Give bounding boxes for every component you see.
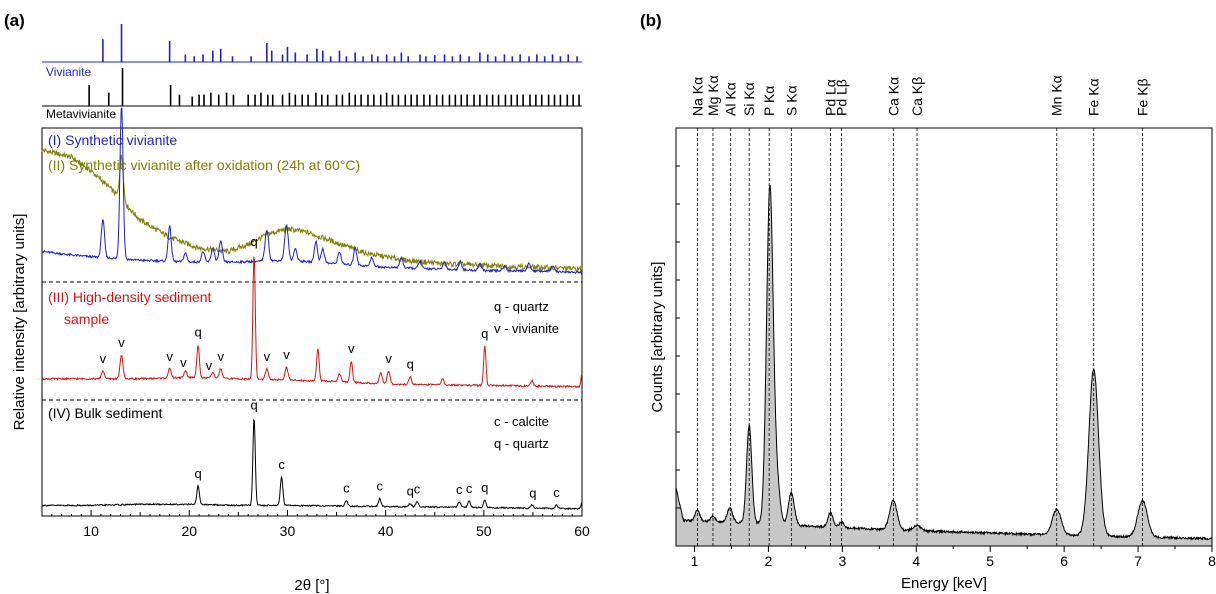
- element-label: P Kα: [761, 86, 777, 116]
- element-label: Mn Kα: [1049, 75, 1065, 116]
- peak-label: c: [278, 457, 285, 472]
- plot-frame: [675, 127, 1213, 547]
- reference-label: Metavivianite: [46, 107, 116, 121]
- xrd-panel: Vivianite Metavivianite (I) Synthetic vivi…: [11, 24, 590, 594]
- phase-legend-entry: c - calcite: [494, 414, 549, 429]
- section-annotation: (III) High-density sediment: [48, 289, 212, 305]
- x-tick-label: 40: [378, 523, 394, 539]
- section-annotation: (II) Synthetic vivianite after oxidation…: [48, 157, 360, 173]
- x-tick-label: 20: [181, 523, 197, 539]
- x-tick-label: 2: [765, 553, 773, 569]
- element-label: S Kα: [783, 85, 799, 116]
- x-tick-label: 50: [476, 523, 492, 539]
- peak-label: c: [466, 481, 473, 496]
- x-tick-label: 5: [986, 553, 994, 569]
- peak-label: q: [194, 325, 201, 340]
- section-annotation: (I) Synthetic vivianite: [48, 132, 177, 148]
- peak-label: v: [100, 351, 107, 366]
- peak-label: v: [385, 351, 392, 366]
- phase-legend-entry: v - vivianite: [494, 321, 559, 336]
- element-label: Na Kα: [689, 77, 705, 116]
- x-tick-label: 1: [691, 553, 699, 569]
- element-label: Ca Kα: [885, 77, 901, 116]
- peak-label: q: [407, 483, 414, 498]
- peak-label: c: [376, 479, 383, 494]
- x-axis-label: 2θ [°]: [294, 577, 329, 594]
- spectrum-area: [676, 185, 1212, 546]
- xrd-pattern-line: [41, 147, 583, 273]
- peak-label: c: [414, 481, 421, 496]
- x-tick-label: 7: [1134, 553, 1142, 569]
- element-label: Al Kα: [723, 82, 739, 116]
- xrd-pattern-line: [41, 418, 583, 511]
- panel-a-label: (a): [4, 11, 25, 30]
- element-label: Pd Lβ: [834, 79, 850, 116]
- x-tick-label: 8: [1208, 553, 1216, 569]
- peak-label: v: [283, 347, 290, 362]
- reference-label: Vivianite: [46, 65, 91, 79]
- x-tick-label: 10: [83, 523, 99, 539]
- element-label: Fe Kα: [1086, 78, 1102, 116]
- x-axis-label: Energy [keV]: [901, 575, 987, 592]
- y-axis-label: Counts [arbitrary units]: [649, 262, 666, 413]
- element-label: Pd Lα: [823, 79, 839, 116]
- peak-label: v: [180, 355, 187, 370]
- peak-label: q: [194, 466, 201, 481]
- x-tick-label: 3: [838, 553, 846, 569]
- x-tick-label: 30: [280, 523, 296, 539]
- peak-label: v: [166, 349, 173, 364]
- peak-label: q: [250, 397, 257, 412]
- peak-label: v: [206, 358, 213, 373]
- x-tick-label: 6: [1060, 553, 1068, 569]
- peak-label: v: [348, 341, 355, 356]
- phase-legend-entry: q - quartz: [494, 436, 549, 451]
- phase-legend-entry: q - quartz: [494, 299, 549, 314]
- peak-label: v: [264, 349, 271, 364]
- element-label: Si Kα: [741, 82, 757, 116]
- y-axis-label: Relative intensity [arbitrary units]: [11, 214, 28, 431]
- plot-frame: [41, 127, 583, 517]
- section-annotation: (IV) Bulk sediment: [48, 405, 162, 421]
- element-label: Fe Kβ: [1135, 78, 1151, 116]
- peak-label: q: [481, 480, 488, 495]
- x-tick-label: 4: [912, 553, 920, 569]
- element-label: Mg Kα: [705, 75, 721, 116]
- xrd-pattern-line: [41, 256, 583, 389]
- element-label: Ca Kβ: [909, 77, 925, 116]
- peak-label: v: [118, 335, 125, 350]
- peak-label: v: [217, 349, 224, 364]
- panel-b-label: (b): [640, 11, 662, 30]
- peak-label: q: [529, 486, 536, 501]
- peak-label: c: [553, 485, 560, 500]
- peak-label: q: [250, 234, 257, 249]
- peak-label: q: [407, 356, 414, 371]
- section-annotation: sample: [64, 311, 109, 327]
- peak-label: q: [481, 326, 488, 341]
- peak-label: c: [343, 481, 350, 496]
- spectrum-line: [675, 184, 1213, 541]
- x-tick-label: 60: [574, 523, 590, 539]
- peak-label: c: [456, 482, 463, 497]
- xrd-pattern-line: [42, 107, 583, 276]
